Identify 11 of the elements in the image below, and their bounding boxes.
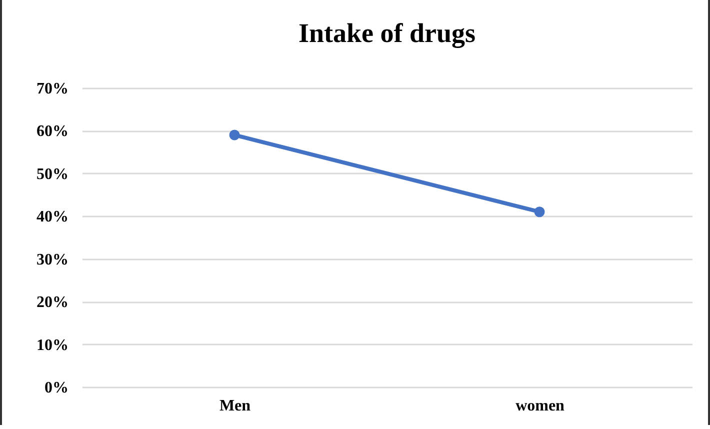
y-tick-label: 30% xyxy=(36,251,68,268)
chart-title: Intake of drugs xyxy=(298,18,476,48)
y-tick-label: 60% xyxy=(36,123,68,140)
y-tick-label: 0% xyxy=(44,380,68,396)
y-tick-label: 50% xyxy=(36,166,68,183)
x-tick-label: Men xyxy=(219,398,251,414)
y-tick-label: 70% xyxy=(36,80,68,98)
y-tick-label: 40% xyxy=(36,208,68,226)
y-tick-label: 20% xyxy=(36,294,68,312)
x-tick-label: women xyxy=(516,398,565,414)
y-tick-label: 10% xyxy=(36,336,68,354)
